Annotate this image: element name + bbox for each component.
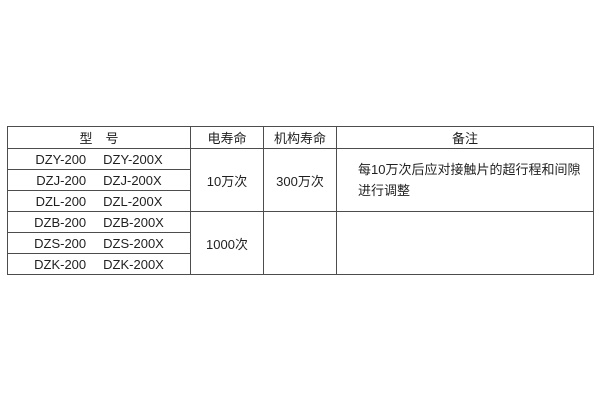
model-pair: DZJ-200 DZJ-200X (36, 173, 161, 188)
model-name: DZL-200 (35, 193, 87, 209)
model-pair: DZL-200 DZL-200X (36, 194, 163, 209)
model-name: DZY-200 (35, 151, 87, 167)
model-cell-dzb: DZB-200 DZB-200X (7, 211, 191, 233)
model-cell-dzj: DZJ-200 DZJ-200X (7, 169, 191, 191)
model-name: DZK-200X (103, 256, 164, 272)
mechanism-life-group-1: 300万次 (263, 148, 337, 212)
mechanism-life-group-2 (263, 211, 337, 275)
table-row: DZY-200 DZY-200X 10万次 300万次 每10万次后应对接触片的超… (7, 148, 594, 212)
table-row: DZK-200 DZK-200X (7, 253, 594, 275)
table-header-row: 型 号 电寿命 机构寿命 备注 (7, 126, 594, 149)
relay-spec-table: 型 号 电寿命 机构寿命 备注 DZY-200 DZY-200X 10万次 300… (7, 126, 594, 275)
header-model: 型 号 (7, 126, 191, 149)
model-name: DZY-200X (103, 151, 163, 167)
electrical-life-group-2: 1000次 (190, 211, 264, 275)
model-name: DZJ-200 (36, 172, 87, 188)
table-row: DZB-200 DZB-200X 1000次 (7, 211, 594, 275)
remark-line-1: 每10万次后应对接触片的超行程和间隙 (358, 162, 581, 177)
remark-line-2: 进行调整 (358, 183, 411, 198)
table-row: DZJ-200 DZJ-200X (7, 169, 594, 191)
electrical-life-group-1: 10万次 (190, 148, 264, 212)
model-cell-dzy: DZY-200 DZY-200X (7, 148, 191, 170)
model-pair: DZS-200 DZS-200X (34, 236, 164, 251)
table-row: DZS-200 DZS-200X (7, 232, 594, 254)
header-electrical-life: 电寿命 (190, 126, 264, 149)
model-name: DZJ-200X (103, 172, 162, 188)
model-name: DZB-200X (103, 214, 164, 230)
model-name: DZK-200 (34, 256, 87, 272)
model-cell-dzl: DZL-200 DZL-200X (7, 190, 191, 212)
model-pair: DZK-200 DZK-200X (34, 257, 164, 272)
model-cell-dzk: DZK-200 DZK-200X (7, 253, 191, 275)
header-mechanism-life: 机构寿命 (263, 126, 337, 149)
model-pair: DZB-200 DZB-200X (34, 215, 164, 230)
table-row: DZL-200 DZL-200X (7, 190, 594, 212)
model-pair: DZY-200 DZY-200X (35, 152, 162, 167)
model-name: DZL-200X (103, 193, 163, 209)
model-name: DZS-200X (103, 235, 164, 251)
model-cell-dzs: DZS-200 DZS-200X (7, 232, 191, 254)
model-name: DZB-200 (34, 214, 87, 230)
model-name: DZS-200 (34, 235, 87, 251)
header-remarks: 备注 (336, 126, 594, 149)
remarks-group-1: 每10万次后应对接触片的超行程和间隙 进行调整 (336, 148, 594, 212)
remarks-group-2 (336, 211, 594, 275)
